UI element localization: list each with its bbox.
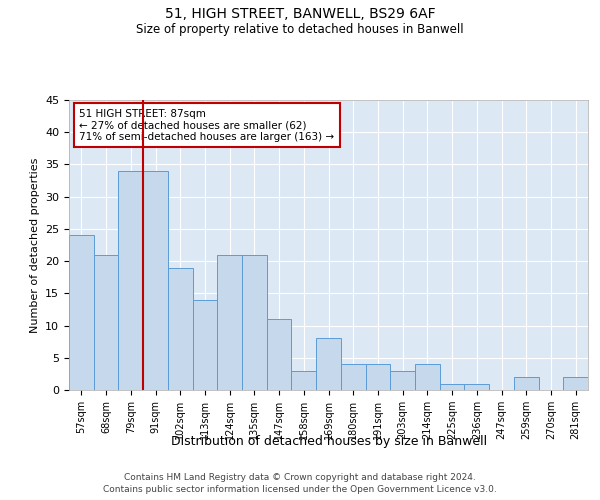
- Bar: [217, 254, 242, 390]
- Bar: [292, 370, 316, 390]
- Bar: [193, 300, 217, 390]
- Text: Contains public sector information licensed under the Open Government Licence v3: Contains public sector information licen…: [103, 485, 497, 494]
- Bar: [415, 364, 440, 390]
- Bar: [563, 377, 588, 390]
- Text: 51 HIGH STREET: 87sqm
← 27% of detached houses are smaller (62)
71% of semi-deta: 51 HIGH STREET: 87sqm ← 27% of detached …: [79, 108, 335, 142]
- Bar: [316, 338, 341, 390]
- Bar: [514, 377, 539, 390]
- Text: Distribution of detached houses by size in Banwell: Distribution of detached houses by size …: [171, 435, 487, 448]
- Bar: [440, 384, 464, 390]
- Bar: [143, 171, 168, 390]
- Text: Size of property relative to detached houses in Banwell: Size of property relative to detached ho…: [136, 22, 464, 36]
- Bar: [390, 370, 415, 390]
- Bar: [94, 254, 118, 390]
- Bar: [464, 384, 489, 390]
- Bar: [69, 236, 94, 390]
- Bar: [242, 254, 267, 390]
- Bar: [365, 364, 390, 390]
- Bar: [341, 364, 365, 390]
- Bar: [118, 171, 143, 390]
- Bar: [168, 268, 193, 390]
- Bar: [267, 319, 292, 390]
- Y-axis label: Number of detached properties: Number of detached properties: [29, 158, 40, 332]
- Text: 51, HIGH STREET, BANWELL, BS29 6AF: 51, HIGH STREET, BANWELL, BS29 6AF: [164, 8, 436, 22]
- Text: Contains HM Land Registry data © Crown copyright and database right 2024.: Contains HM Land Registry data © Crown c…: [124, 472, 476, 482]
